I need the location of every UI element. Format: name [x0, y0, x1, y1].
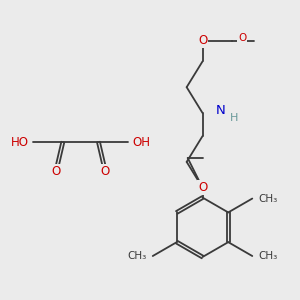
Text: O: O — [51, 165, 61, 178]
Text: CH₃: CH₃ — [258, 251, 278, 261]
Text: N: N — [215, 104, 225, 118]
Text: CH₃: CH₃ — [128, 251, 147, 261]
Text: O: O — [198, 34, 207, 47]
Text: H: H — [230, 113, 238, 123]
Text: O: O — [198, 181, 207, 194]
Text: O: O — [238, 33, 246, 43]
Text: O: O — [101, 165, 110, 178]
Text: HO: HO — [11, 136, 29, 148]
Text: OH: OH — [132, 136, 150, 148]
Text: CH₃: CH₃ — [258, 194, 278, 203]
